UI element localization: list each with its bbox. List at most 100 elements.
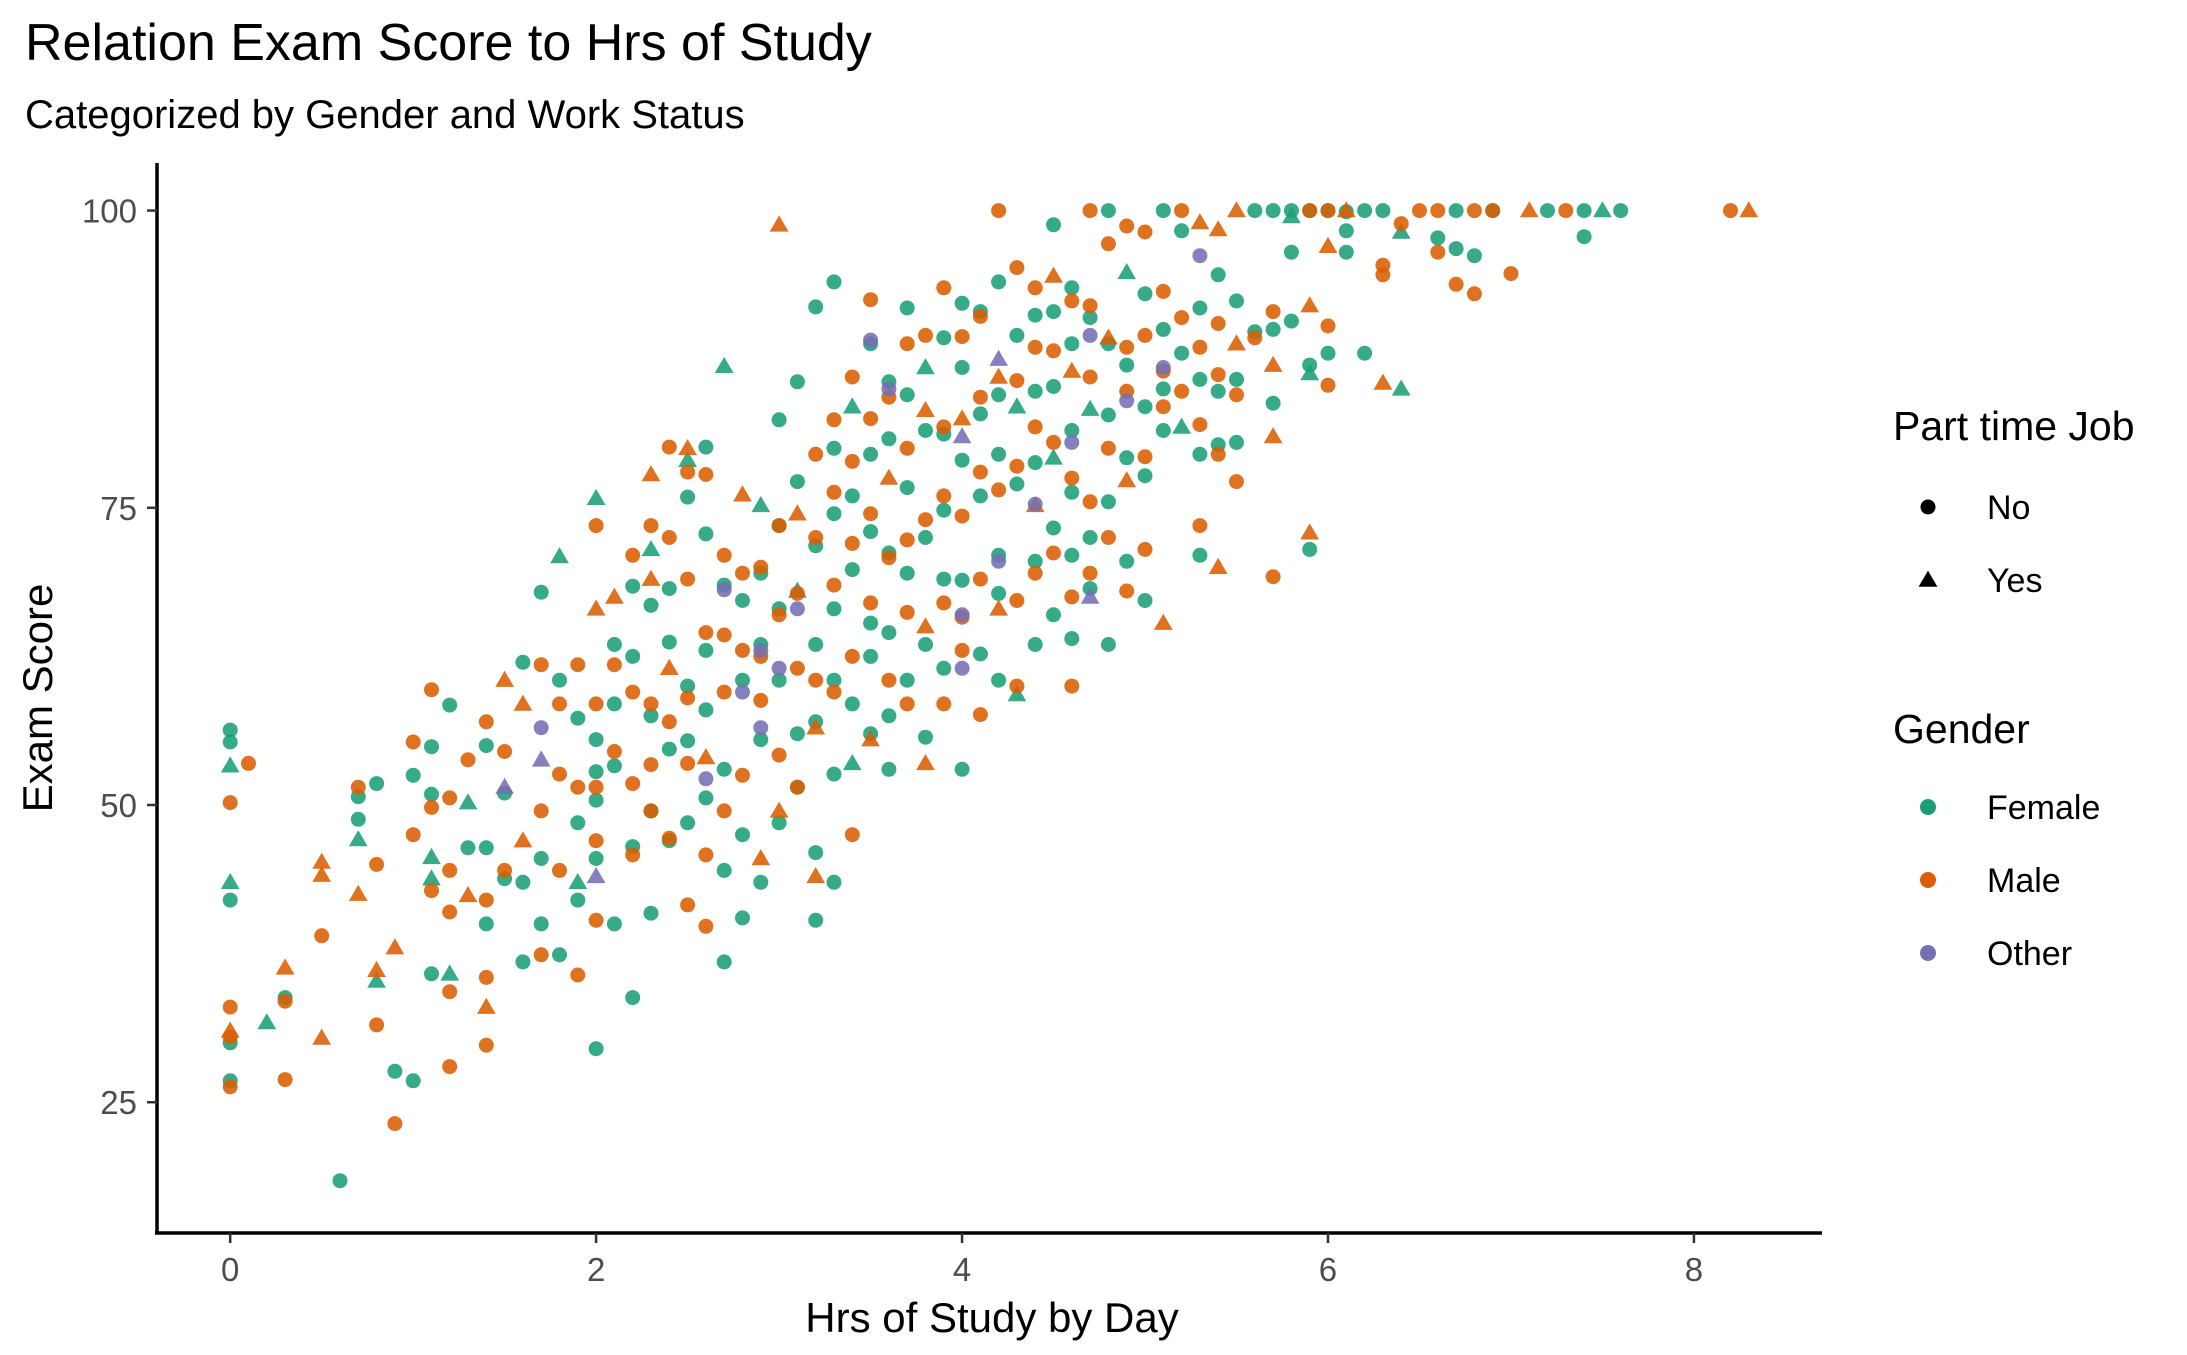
data-point	[1064, 484, 1080, 500]
data-point	[533, 947, 549, 963]
data-point	[1227, 201, 1246, 218]
data-point	[277, 993, 293, 1009]
legend-label: Other	[1987, 935, 2072, 973]
data-point	[1519, 201, 1539, 218]
data-point	[863, 595, 879, 611]
legend-label: Male	[1987, 862, 2061, 900]
x-axis-label: Hrs of Study by Day	[805, 1294, 1178, 1341]
data-point	[570, 657, 586, 673]
data-point	[678, 439, 697, 456]
data-point	[424, 739, 439, 755]
data-point	[478, 916, 494, 932]
data-point	[680, 733, 696, 749]
y-tick-label: 50	[100, 787, 137, 824]
data-point	[588, 792, 604, 808]
legend-label: Yes	[1987, 562, 2042, 600]
data-point	[863, 292, 879, 308]
data-point	[1263, 355, 1283, 372]
data-point	[312, 865, 331, 882]
data-point	[1137, 327, 1153, 343]
data-point	[899, 604, 915, 620]
data-point	[588, 912, 604, 928]
data-point	[899, 565, 915, 581]
data-point	[1064, 336, 1080, 352]
legend-item-no: No	[1920, 489, 2030, 527]
data-point	[1229, 387, 1244, 403]
data-point	[1172, 417, 1191, 434]
data-point	[1174, 383, 1190, 399]
data-point	[698, 625, 714, 641]
data-point	[1062, 361, 1082, 378]
data-point	[424, 883, 439, 899]
data-point	[771, 660, 787, 676]
data-point	[991, 672, 1007, 688]
data-point	[716, 582, 732, 598]
data-point	[954, 360, 970, 375]
data-point	[916, 617, 935, 634]
data-point	[586, 867, 606, 884]
data-point	[1155, 399, 1171, 415]
data-point	[1283, 244, 1299, 260]
data-point	[1412, 203, 1427, 219]
series-male	[220, 201, 1759, 1132]
data-point	[844, 696, 860, 712]
data-point	[1320, 318, 1336, 334]
data-point	[1302, 203, 1318, 219]
data-point	[1119, 339, 1135, 355]
data-point	[1027, 339, 1043, 355]
data-point	[424, 682, 439, 698]
data-point	[899, 480, 915, 496]
data-point	[1576, 203, 1592, 219]
data-point	[1064, 589, 1080, 605]
data-point	[1302, 541, 1318, 557]
data-point	[1210, 316, 1226, 331]
data-point	[458, 793, 478, 810]
data-point	[751, 496, 771, 513]
y-tick-label: 25	[100, 1084, 137, 1121]
data-point	[1027, 496, 1043, 512]
data-point	[515, 954, 531, 970]
data-point	[552, 766, 567, 782]
data-point	[1466, 286, 1482, 302]
x-tick-label: 0	[221, 1251, 239, 1288]
legend-label: No	[1987, 489, 2030, 527]
data-point	[1229, 434, 1244, 450]
data-point	[1540, 203, 1555, 219]
data-point	[751, 849, 771, 866]
y-axis-ticks: 25 50 75 100	[82, 193, 157, 1121]
data-point	[680, 678, 696, 694]
data-point	[1046, 520, 1061, 536]
data-point	[696, 748, 716, 765]
x-tick-label: 8	[1685, 1251, 1703, 1288]
data-point	[497, 744, 513, 759]
data-point	[1375, 203, 1391, 219]
data-point	[1117, 471, 1137, 488]
data-point	[863, 524, 879, 540]
chart-subtitle: Categorized by Gender and Work Status	[25, 93, 745, 137]
data-point	[788, 504, 807, 521]
data-point	[826, 766, 842, 782]
data-point	[1080, 399, 1100, 416]
data-point	[918, 512, 933, 528]
data-point	[275, 958, 295, 975]
data-point	[899, 696, 915, 712]
data-point	[972, 488, 988, 504]
data-point	[533, 720, 549, 736]
data-point	[1119, 393, 1135, 409]
data-point	[1320, 345, 1336, 361]
data-point	[552, 862, 567, 878]
data-point	[789, 726, 805, 742]
data-point	[826, 412, 842, 428]
data-point	[552, 696, 567, 712]
data-point	[1100, 203, 1116, 219]
data-point	[661, 830, 677, 846]
data-point	[789, 601, 805, 617]
data-point	[844, 827, 860, 843]
data-point	[1229, 474, 1244, 490]
data-point	[991, 203, 1007, 219]
data-point	[222, 722, 238, 738]
data-point	[588, 732, 604, 748]
data-point	[424, 786, 439, 802]
data-point	[680, 690, 696, 706]
data-point	[1320, 203, 1336, 219]
